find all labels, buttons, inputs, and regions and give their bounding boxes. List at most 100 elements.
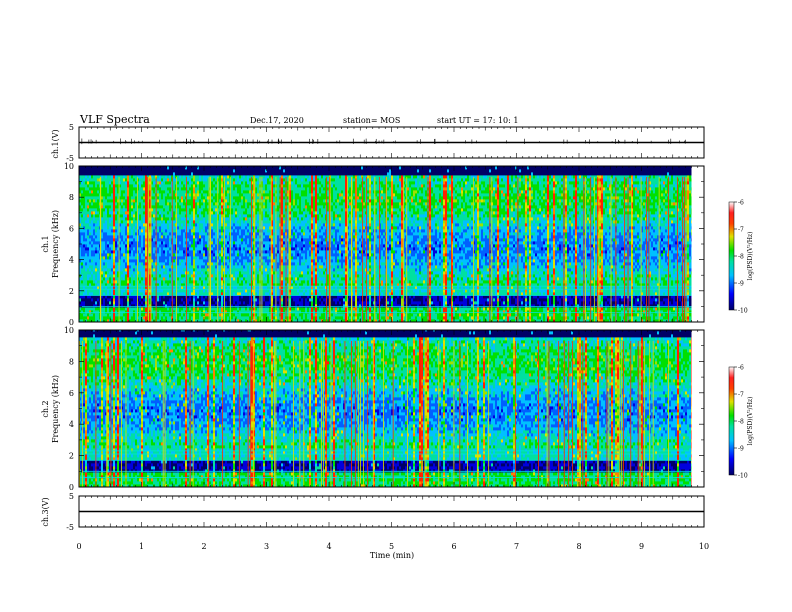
spectrogram-cell: [143, 187, 146, 191]
spectrogram-cell: [193, 193, 196, 197]
spectrogram-cell: [179, 313, 182, 317]
spectrogram-cell: [97, 211, 100, 215]
spectrogram-cell: [135, 283, 138, 287]
spectrogram-cell: [117, 307, 120, 311]
spectrogram-cell: [213, 280, 216, 284]
spectrogram-cell: [153, 232, 156, 236]
spectrogram-cell: [143, 280, 146, 284]
spectrogram-cell: [119, 286, 122, 290]
spectrogram-cell: [173, 214, 176, 218]
spectrogram-cell: [161, 190, 164, 194]
spectrogram-cell: [169, 295, 172, 299]
spectrogram-cell: [239, 295, 242, 299]
spectrogram-cell: [149, 244, 152, 248]
spectrogram-cell: [97, 253, 100, 257]
spectrogram-cell: [173, 220, 176, 224]
spectrogram-cell: [95, 250, 98, 254]
spectrogram-cell: [93, 247, 96, 251]
spectrogram-cell: [227, 175, 230, 179]
spectrogram-cell: [133, 262, 136, 266]
spectrogram-cell: [183, 226, 186, 230]
spectrogram-cell: [191, 310, 194, 314]
spectrogram-cell: [195, 265, 198, 269]
spectrogram-cell: [143, 268, 146, 272]
spectrogram-cell: [221, 202, 224, 206]
spectrogram-cell: [219, 169, 222, 173]
spectrogram-cell: [163, 316, 166, 320]
spectrogram-cell: [79, 190, 82, 194]
spectrogram-cell: [103, 292, 106, 296]
spectrogram-cell: [143, 247, 146, 251]
spectrogram-cell: [173, 223, 176, 227]
spectrogram-cell: [133, 244, 136, 248]
spectrogram-cell: [247, 304, 250, 308]
spectrogram-cell: [237, 256, 240, 260]
spectrogram-cell: [231, 199, 234, 203]
spectrogram-cell: [193, 238, 196, 242]
spectrogram-cell: [239, 307, 242, 311]
spectrogram-cell: [157, 280, 160, 284]
spectrogram-cell: [207, 196, 210, 200]
spectrogram-cell: [207, 187, 210, 191]
spectrogram-cell: [151, 304, 154, 308]
spectrogram-cell: [203, 247, 206, 251]
spectrogram-cell: [109, 280, 112, 284]
spectrogram-cell: [141, 244, 144, 248]
spectrogram-cell: [205, 226, 208, 230]
spectrogram-cell: [111, 301, 114, 305]
spectrogram-cell: [127, 307, 130, 311]
spectrogram-cell: [243, 190, 246, 194]
spectrogram-cell: [129, 241, 132, 245]
spectrogram-cell: [195, 304, 198, 308]
spectrogram-cell: [247, 295, 250, 299]
spectrogram-cell: [187, 202, 190, 206]
spectrogram-cell: [117, 262, 120, 266]
spectrogram-cell: [207, 244, 210, 248]
spectrogram-cell: [81, 196, 84, 200]
spectrogram-cell: [167, 235, 170, 239]
spectrogram-cell: [205, 241, 208, 245]
spectrogram-cell: [81, 256, 84, 260]
spectrogram-cell: [221, 304, 224, 308]
spectrogram-cell: [135, 289, 138, 293]
spectrogram-cell: [235, 313, 238, 317]
spectrogram-cell: [167, 211, 170, 215]
spectrogram-cell: [179, 265, 182, 269]
spectrogram-cell: [167, 214, 170, 218]
spectrogram-cell: [83, 217, 86, 221]
spectrogram-cell: [227, 274, 230, 278]
spectrogram-cell: [151, 220, 154, 224]
spectrogram-cell: [213, 235, 216, 239]
spectrogram-cell: [235, 214, 238, 218]
spectrogram-cell: [249, 247, 252, 251]
spectrogram-cell: [223, 169, 226, 173]
spectrogram-cell: [201, 295, 204, 299]
spectrogram-cell: [239, 244, 242, 248]
spectrogram-cell: [123, 217, 126, 221]
spectrogram-cell: [245, 292, 248, 296]
spectrogram-cell: [135, 286, 138, 290]
spectrogram-cell: [195, 190, 198, 194]
spectrogram-cell: [237, 316, 240, 320]
spectrogram-cell: [149, 232, 152, 236]
spectrogram-cell: [91, 265, 94, 269]
spectrogram-cell: [83, 196, 86, 200]
spectrogram-cell: [199, 226, 202, 230]
spectrogram-cell: [227, 253, 230, 257]
spectrogram-cell: [115, 262, 118, 266]
spectrogram-cell: [151, 319, 154, 322]
spectrogram-cell: [117, 217, 120, 221]
spectrogram-cell: [233, 244, 236, 248]
spectrogram-cell: [235, 217, 238, 221]
spectrogram-cell: [183, 241, 186, 245]
spectrogram-cell: [231, 238, 234, 242]
spectrogram-cell: [129, 193, 132, 197]
spectrogram-cell: [203, 199, 206, 203]
spectrogram-cell: [79, 313, 82, 317]
spectrogram-cell: [193, 295, 196, 299]
spectrogram-cell: [91, 190, 94, 194]
spectrogram-cell: [193, 271, 196, 275]
spectrogram-cell: [125, 307, 128, 311]
spectrogram-cell: [205, 166, 208, 170]
spectrogram-cell: [163, 193, 166, 197]
